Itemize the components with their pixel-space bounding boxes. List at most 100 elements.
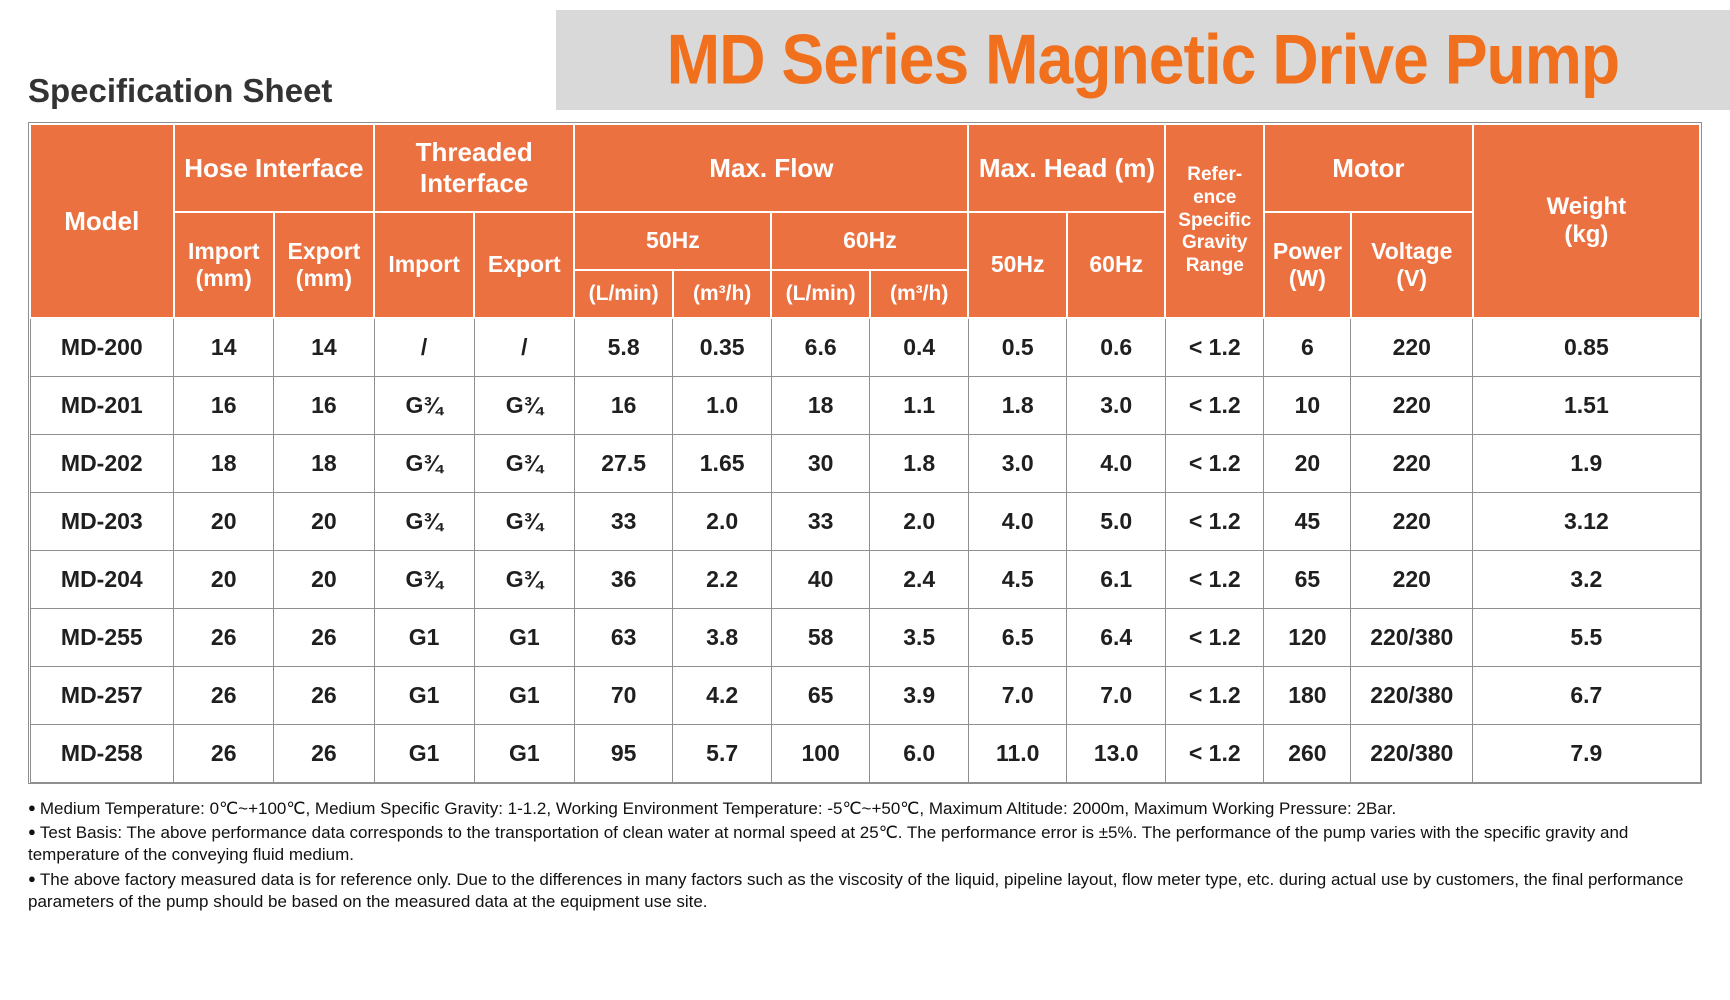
header-head-60hz: 60Hz xyxy=(1065,211,1167,319)
value-cell: 2.4 xyxy=(869,549,969,609)
value-cell: G¾ xyxy=(373,549,475,609)
value-cell: 3.2 xyxy=(1472,549,1701,609)
value-cell: 6.7 xyxy=(1472,665,1701,725)
value-cell: 33 xyxy=(573,491,674,551)
value-cell: 3.9 xyxy=(869,665,969,725)
header-flow-60hz: 60Hz xyxy=(770,211,970,271)
value-cell: 1.8 xyxy=(869,433,969,493)
footnote: ● The above factory measured data is for … xyxy=(28,869,1702,914)
header-50hz-lmin: (L/min) xyxy=(573,269,674,319)
header-60hz-m3h: (m³/h) xyxy=(868,269,970,319)
value-cell: 5.8 xyxy=(573,317,674,377)
spec-table-wrap: Model Hose Interface Threaded Interface … xyxy=(28,122,1702,784)
value-cell: G¾ xyxy=(473,433,575,493)
value-cell: < 1.2 xyxy=(1164,433,1265,493)
value-cell: 0.6 xyxy=(1066,317,1166,377)
value-cell: G¾ xyxy=(473,549,575,609)
value-cell: 13.0 xyxy=(1066,723,1166,783)
header-hose-export: Export (mm) xyxy=(272,211,376,319)
value-cell: < 1.2 xyxy=(1164,375,1265,435)
value-cell: 3.12 xyxy=(1472,491,1701,551)
header-head-50hz: 50Hz xyxy=(967,211,1068,319)
value-cell: 4.0 xyxy=(967,491,1068,551)
value-cell: 7.0 xyxy=(1066,665,1166,725)
value-cell: G¾ xyxy=(373,491,475,551)
value-cell: 33 xyxy=(770,491,871,551)
header-voltage: Voltage (V) xyxy=(1349,211,1474,319)
value-cell: 16 xyxy=(273,375,375,435)
value-cell: 20 xyxy=(1263,433,1352,493)
value-cell: 0.4 xyxy=(869,317,969,377)
value-cell: 58 xyxy=(770,607,871,667)
value-cell: 95 xyxy=(573,723,674,783)
table-row: MD-202 18 18 G¾ G¾ 27.5 1.65 30 1.8 3.0 4.0 < 1.2 20… xyxy=(29,433,1701,493)
value-cell: < 1.2 xyxy=(1164,317,1265,377)
header-motor: Motor xyxy=(1262,123,1474,213)
value-cell: 5.0 xyxy=(1066,491,1166,551)
value-cell: 260 xyxy=(1263,723,1352,783)
value-cell: 7.9 xyxy=(1472,723,1701,783)
value-cell: 120 xyxy=(1263,607,1352,667)
value-cell: 2.2 xyxy=(672,549,772,609)
page-title: MD Series Magnetic Drive Pump xyxy=(666,20,1620,100)
value-cell: 4.5 xyxy=(967,549,1068,609)
value-cell: 6.6 xyxy=(770,317,871,377)
value-cell: < 1.2 xyxy=(1164,723,1265,783)
value-cell: / xyxy=(473,317,575,377)
value-cell: G1 xyxy=(373,723,475,783)
value-cell: 220/380 xyxy=(1350,723,1474,783)
value-cell: 16 xyxy=(573,375,674,435)
value-cell: 45 xyxy=(1263,491,1352,551)
table-row: MD-201 16 16 G¾ G¾ 16 1.0 18 1.1 1.8 3.0 < 1.2 10 220… xyxy=(29,375,1701,435)
value-cell: 0.5 xyxy=(967,317,1068,377)
value-cell: 220/380 xyxy=(1350,665,1474,725)
value-cell: < 1.2 xyxy=(1164,549,1265,609)
value-cell: 36 xyxy=(573,549,674,609)
value-cell: 220 xyxy=(1350,549,1474,609)
footnote-text: Medium Temperature: 0℃~+100℃, Medium Spe… xyxy=(39,798,1397,818)
value-cell: 220 xyxy=(1350,317,1474,377)
spec-table-body: MD-200 14 14//5.8 0.35 6.6 0.4 0.5 0.6 < 1.2 6 220… xyxy=(29,317,1701,783)
value-cell: 0.35 xyxy=(672,317,772,377)
value-cell: 27.5 xyxy=(573,433,674,493)
value-cell: G1 xyxy=(473,665,575,725)
value-cell: 26 xyxy=(273,665,375,725)
value-cell: 14 xyxy=(273,317,375,377)
header-60hz-lmin: (L/min) xyxy=(770,269,871,319)
value-cell: 6.1 xyxy=(1066,549,1166,609)
table-row: MD-255 26 26 G1 G1 63 3.8 58 3.5 6.5 6.4 < 1.2 120 22… xyxy=(29,607,1701,667)
footnote-text: Test Basis: The above performance data c… xyxy=(28,822,1629,865)
value-cell: 2.0 xyxy=(672,491,772,551)
value-cell: 1.0 xyxy=(672,375,772,435)
value-cell: G¾ xyxy=(373,433,475,493)
value-cell: < 1.2 xyxy=(1164,665,1265,725)
value-cell: 7.0 xyxy=(967,665,1068,725)
value-cell: 2.0 xyxy=(869,491,969,551)
value-cell: 63 xyxy=(573,607,674,667)
table-row: MD-204 20 20 G¾ G¾ 36 2.2 40 2.4 4.5 6.1 < 1.2 65 220… xyxy=(29,549,1701,609)
header-reference-gravity: Refer- ence Specific Gravity Range xyxy=(1164,123,1265,319)
value-cell: G¾ xyxy=(373,375,475,435)
table-row: MD-258 26 26 G1 G1 95 5.7 100 6.0 11.0 13.0 < 1.2 26… xyxy=(29,723,1701,783)
value-cell: 6.5 xyxy=(967,607,1068,667)
value-cell: 4.2 xyxy=(672,665,772,725)
page-header: Specification Sheet MD Series Magnetic D… xyxy=(0,0,1730,116)
value-cell: G¾ xyxy=(473,375,575,435)
model-cell: MD-203 xyxy=(29,491,175,551)
header-flow-50hz: 50Hz xyxy=(573,211,773,271)
value-cell: 11.0 xyxy=(967,723,1068,783)
value-cell: 20 xyxy=(273,549,375,609)
value-cell: 26 xyxy=(273,607,375,667)
header-max-flow: Max. Flow xyxy=(573,123,970,213)
value-cell: 4.0 xyxy=(1066,433,1166,493)
page-subtitle: Specification Sheet xyxy=(28,72,333,109)
value-cell: 18 xyxy=(273,433,375,493)
footnotes: ● Medium Temperature: 0℃~+100℃, Medium Sp… xyxy=(28,798,1702,914)
value-cell: 16 xyxy=(173,375,275,435)
value-cell: 30 xyxy=(770,433,871,493)
value-cell: / xyxy=(373,317,475,377)
value-cell: 3.0 xyxy=(967,433,1068,493)
value-cell: 70 xyxy=(573,665,674,725)
header-power: Power (W) xyxy=(1262,211,1352,319)
header-model: Model xyxy=(29,123,175,319)
